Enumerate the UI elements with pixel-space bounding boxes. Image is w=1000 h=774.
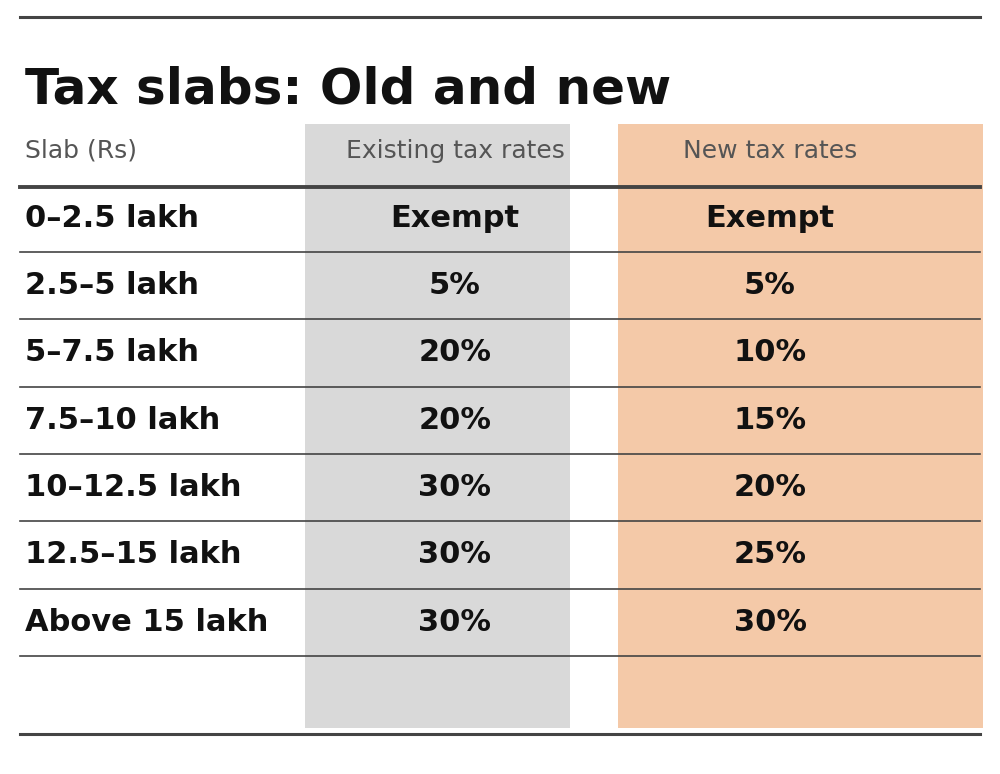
Text: 20%: 20%	[734, 473, 806, 502]
Text: New tax rates: New tax rates	[683, 139, 857, 163]
Text: 2.5–5 lakh: 2.5–5 lakh	[25, 271, 199, 300]
Text: 7.5–10 lakh: 7.5–10 lakh	[25, 406, 220, 435]
Text: 15%: 15%	[733, 406, 807, 435]
Text: 0–2.5 lakh: 0–2.5 lakh	[25, 204, 199, 233]
Text: 30%: 30%	[734, 608, 806, 637]
Text: 20%: 20%	[418, 338, 492, 368]
Bar	[618, 124, 983, 728]
Text: 10–12.5 lakh: 10–12.5 lakh	[25, 473, 242, 502]
Text: 20%: 20%	[418, 406, 492, 435]
Text: Exempt: Exempt	[705, 204, 835, 233]
Bar	[305, 124, 570, 728]
Text: Slab (Rs): Slab (Rs)	[25, 139, 137, 163]
Text: Tax slabs: Old and new: Tax slabs: Old and new	[25, 66, 671, 114]
Text: 30%: 30%	[418, 608, 492, 637]
Text: 12.5–15 lakh: 12.5–15 lakh	[25, 540, 242, 570]
Text: 30%: 30%	[418, 540, 492, 570]
Text: 10%: 10%	[733, 338, 807, 368]
Text: 30%: 30%	[418, 473, 492, 502]
Text: 25%: 25%	[734, 540, 806, 570]
Text: Existing tax rates: Existing tax rates	[346, 139, 564, 163]
Text: 5%: 5%	[744, 271, 796, 300]
Text: Exempt: Exempt	[390, 204, 520, 233]
Text: Above 15 lakh: Above 15 lakh	[25, 608, 268, 637]
Text: 5–7.5 lakh: 5–7.5 lakh	[25, 338, 199, 368]
Text: 5%: 5%	[429, 271, 481, 300]
